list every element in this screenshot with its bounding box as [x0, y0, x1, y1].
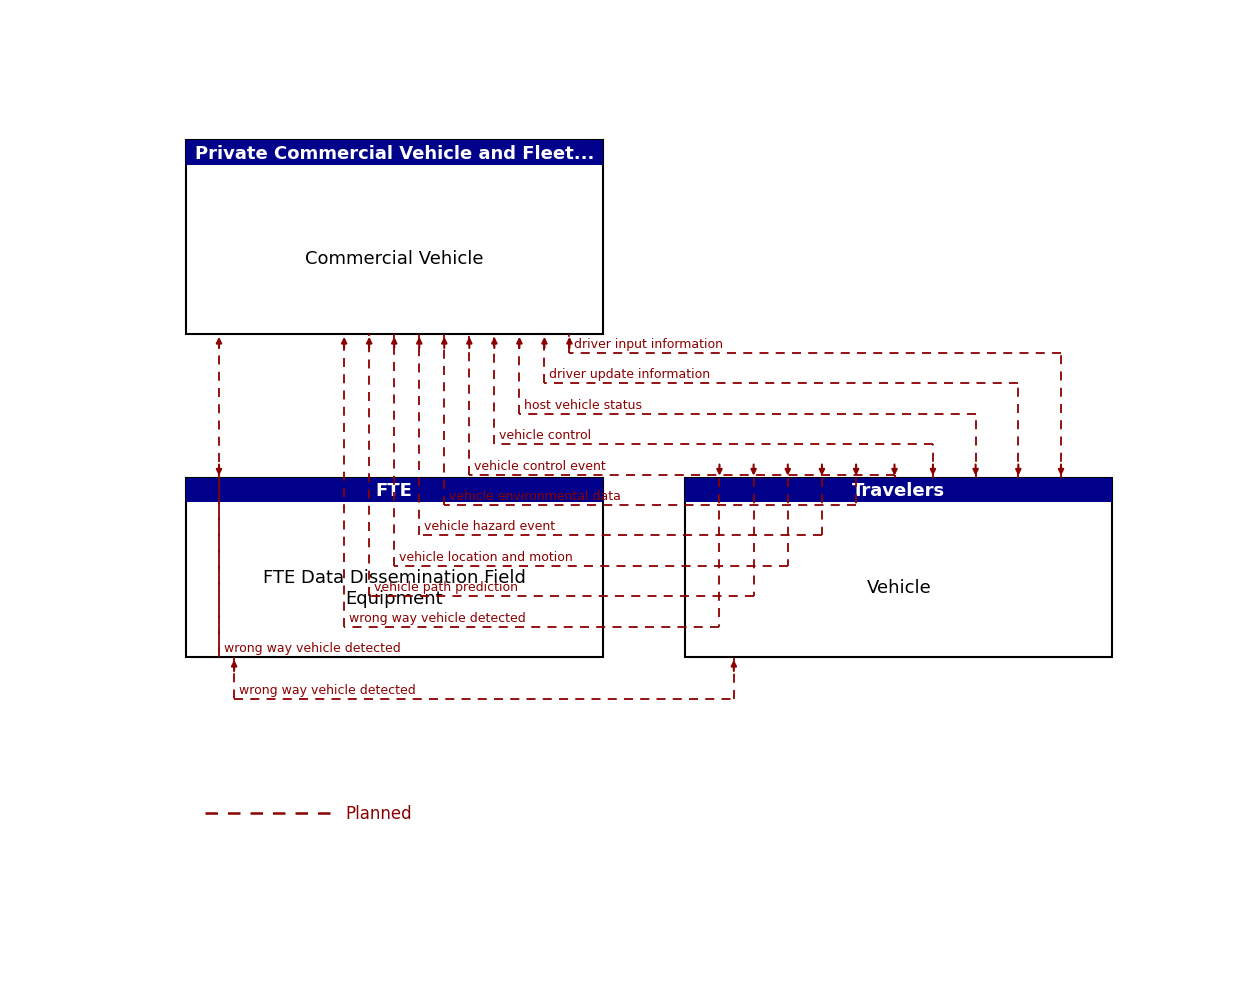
Bar — [185, 141, 602, 167]
Text: Private Commercial Vehicle and Fleet...: Private Commercial Vehicle and Fleet... — [194, 145, 593, 163]
Text: FTE: FTE — [376, 481, 413, 500]
Text: Vehicle: Vehicle — [866, 579, 931, 597]
Text: vehicle control: vehicle control — [500, 429, 591, 442]
Bar — [185, 479, 602, 502]
Text: Commercial Vehicle: Commercial Vehicle — [305, 249, 483, 268]
Text: driver input information: driver input information — [575, 337, 724, 351]
Text: vehicle location and motion: vehicle location and motion — [399, 550, 573, 563]
Bar — [185, 479, 602, 658]
Text: vehicle hazard event: vehicle hazard event — [424, 520, 555, 532]
Text: wrong way vehicle detected: wrong way vehicle detected — [349, 611, 526, 624]
Bar — [685, 479, 1112, 502]
Text: host vehicle status: host vehicle status — [525, 398, 642, 411]
Text: wrong way vehicle detected: wrong way vehicle detected — [239, 683, 416, 696]
Text: vehicle environmental data: vehicle environmental data — [449, 489, 621, 503]
Text: vehicle path prediction: vehicle path prediction — [374, 581, 518, 594]
Text: driver update information: driver update information — [550, 368, 710, 381]
Bar — [185, 141, 602, 334]
Text: wrong way vehicle detected: wrong way vehicle detected — [224, 641, 401, 655]
Text: Planned: Planned — [346, 804, 412, 822]
Text: vehicle control event: vehicle control event — [475, 459, 606, 472]
Bar — [685, 479, 1112, 658]
Text: Travelers: Travelers — [853, 481, 945, 500]
Text: FTE Data Dissemination Field
Equipment: FTE Data Dissemination Field Equipment — [263, 568, 526, 607]
